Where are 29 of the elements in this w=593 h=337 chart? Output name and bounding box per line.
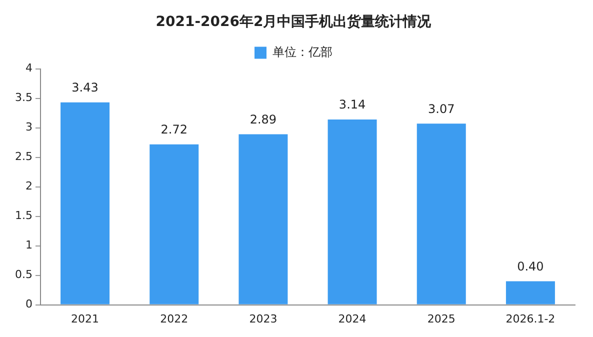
chart-title: 2021-2026年2月中国手机出货量统计情况	[156, 13, 432, 30]
bar	[150, 144, 199, 304]
legend-label: 单位：亿部	[272, 44, 332, 59]
data-label: 3.14	[338, 98, 366, 112]
bar	[60, 102, 110, 304]
data-label: 3.07	[428, 102, 455, 116]
y-tick-label: 3.5	[14, 91, 32, 104]
bar	[506, 281, 555, 304]
data-label: 2.89	[250, 112, 277, 126]
bar	[416, 124, 466, 304]
y-tick-label: 0	[25, 298, 32, 311]
x-tick-label: 2024	[338, 312, 366, 326]
x-tick-label: 2023	[249, 312, 278, 326]
y-tick-label: 0.5	[14, 268, 32, 282]
data-label: 2.72	[160, 122, 188, 136]
y-tick-label: 3	[25, 120, 32, 134]
data-label: 3.43	[72, 80, 98, 95]
y-tick-label: 4	[25, 62, 32, 75]
data-label: 0.40	[517, 259, 544, 274]
bar	[328, 120, 377, 304]
y-tick-label: 1	[25, 238, 32, 252]
y-tick-label: 2.5	[14, 150, 32, 164]
x-tick-label: 2022	[160, 312, 188, 326]
bar	[238, 134, 288, 304]
y-tick-label: 1.5	[14, 209, 32, 222]
x-tick-label: 2025	[427, 312, 456, 326]
x-tick-label: 2026.1-2	[506, 312, 556, 326]
y-tick-label: 2	[25, 180, 32, 193]
x-tick-label: 2021	[71, 312, 100, 326]
